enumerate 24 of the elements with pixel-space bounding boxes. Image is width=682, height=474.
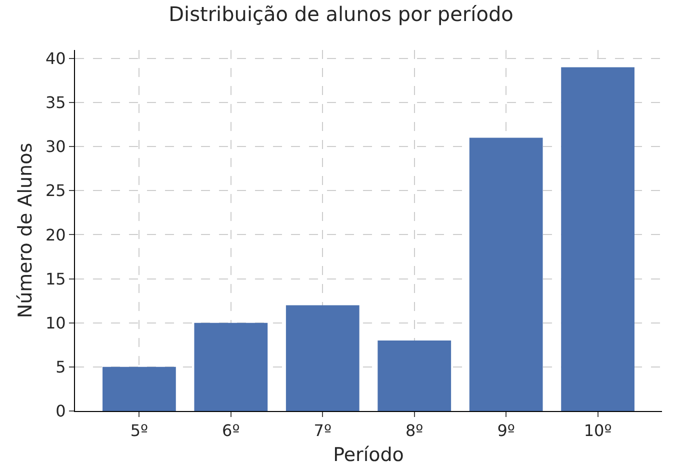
bar: [561, 67, 634, 411]
y-axis-title: Número de Alunos: [14, 142, 36, 318]
bar: [102, 366, 176, 411]
x-tick-label: 9º: [497, 421, 515, 440]
y-tick-label: 15: [45, 269, 66, 288]
x-tick-label: 5º: [130, 421, 148, 440]
x-tick-label: 8º: [406, 421, 424, 440]
x-tick-label: 6º: [222, 421, 240, 440]
bar: [194, 322, 268, 411]
y-tick-label: 30: [45, 137, 66, 156]
y-tick-label: 10: [45, 313, 66, 332]
x-tick-label: 10º: [584, 421, 612, 440]
bar: [286, 305, 360, 411]
y-tick-label: 40: [45, 48, 66, 68]
y-tick-label: 5: [56, 358, 66, 377]
x-axis-title: Período: [333, 444, 404, 466]
y-tick-label: 20: [45, 225, 66, 244]
y-tick-label: 35: [45, 93, 66, 112]
x-tick-label: 7º: [314, 421, 332, 440]
bar: [378, 340, 452, 411]
bar: [469, 138, 543, 411]
y-tick-label: 25: [45, 181, 66, 200]
chart-title: Distribuição de alunos por período: [168, 2, 514, 26]
y-tick-label: 0: [56, 402, 66, 421]
